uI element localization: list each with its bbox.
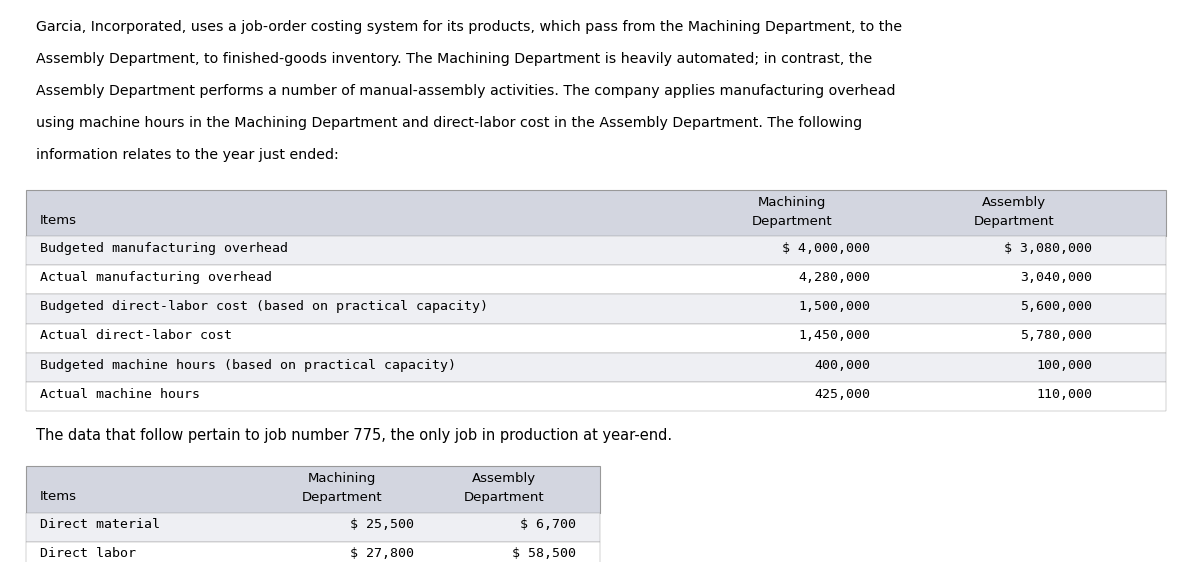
Text: 425,000: 425,000 [814, 388, 870, 401]
Text: $ 4,000,000: $ 4,000,000 [782, 242, 870, 255]
Text: Department: Department [751, 215, 833, 228]
Text: Assembly: Assembly [982, 196, 1046, 209]
Bar [26, 382, 1166, 411]
Text: Assembly Department performs a number of manual-assembly activities. The company: Assembly Department performs a number of… [36, 84, 895, 98]
Bar [26, 513, 600, 542]
Text: 5,600,000: 5,600,000 [1020, 300, 1092, 313]
Text: $ 3,080,000: $ 3,080,000 [1004, 242, 1092, 255]
Text: 3,040,000: 3,040,000 [1020, 271, 1092, 284]
Text: $ 27,800: $ 27,800 [350, 547, 414, 560]
Text: $ 25,500: $ 25,500 [350, 518, 414, 531]
Text: 110,000: 110,000 [1036, 388, 1092, 401]
Text: 5,780,000: 5,780,000 [1020, 329, 1092, 342]
Text: Items: Items [40, 490, 77, 503]
Text: Direct labor: Direct labor [40, 547, 136, 560]
Bar [26, 324, 1166, 353]
Text: Machining: Machining [758, 196, 826, 209]
Text: Budgeted direct-labor cost (based on practical capacity): Budgeted direct-labor cost (based on pra… [40, 300, 487, 313]
Bar [26, 190, 1166, 236]
Bar [26, 294, 1166, 324]
Text: Assembly: Assembly [472, 472, 536, 485]
Text: information relates to the year just ended:: information relates to the year just end… [36, 148, 338, 162]
Bar [26, 353, 1166, 382]
Text: Department: Department [301, 491, 383, 504]
Text: Garcia, Incorporated, uses a job-order costing system for its products, which pa: Garcia, Incorporated, uses a job-order c… [36, 20, 902, 34]
Text: Budgeted machine hours (based on practical capacity): Budgeted machine hours (based on practic… [40, 359, 456, 371]
Text: Actual machine hours: Actual machine hours [40, 388, 199, 401]
Text: 1,500,000: 1,500,000 [798, 300, 870, 313]
Text: $ 6,700: $ 6,700 [520, 518, 576, 531]
Bar [26, 466, 600, 513]
Text: Items: Items [40, 214, 77, 226]
Bar [26, 236, 1166, 265]
Bar [26, 265, 1166, 294]
Text: Actual direct-labor cost: Actual direct-labor cost [40, 329, 232, 342]
Text: The data that follow pertain to job number 775, the only job in production at ye: The data that follow pertain to job numb… [36, 428, 672, 443]
Text: Budgeted manufacturing overhead: Budgeted manufacturing overhead [40, 242, 288, 255]
Text: Department: Department [463, 491, 545, 504]
Text: Department: Department [973, 215, 1055, 228]
Text: Direct material: Direct material [40, 518, 160, 531]
Text: 1,450,000: 1,450,000 [798, 329, 870, 342]
Text: Actual manufacturing overhead: Actual manufacturing overhead [40, 271, 271, 284]
Text: 4,280,000: 4,280,000 [798, 271, 870, 284]
Text: using machine hours in the Machining Department and direct-labor cost in the Ass: using machine hours in the Machining Dep… [36, 116, 862, 130]
Bar [26, 542, 600, 562]
Text: Assembly Department, to finished-goods inventory. The Machining Department is he: Assembly Department, to finished-goods i… [36, 52, 872, 66]
Text: Machining: Machining [308, 472, 376, 485]
Text: 400,000: 400,000 [814, 359, 870, 371]
Text: 100,000: 100,000 [1036, 359, 1092, 371]
Text: $ 58,500: $ 58,500 [512, 547, 576, 560]
